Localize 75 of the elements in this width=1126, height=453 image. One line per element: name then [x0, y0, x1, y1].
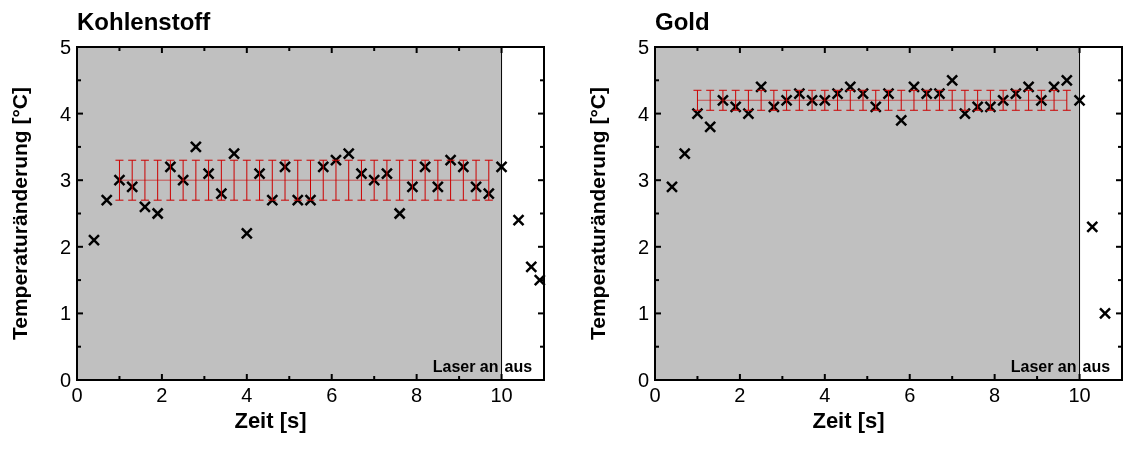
point: [227, 147, 241, 160]
chart-title: Gold: [655, 8, 710, 35]
x-tick-label: 4: [819, 384, 831, 406]
band-label: Laser an: [1010, 358, 1077, 375]
point: [703, 120, 717, 134]
point: [742, 107, 755, 120]
y-tick-label: 4: [637, 102, 649, 125]
point: [355, 167, 368, 180]
y-tick-label: 5: [637, 36, 649, 58]
y-tick-label: 0: [637, 369, 649, 391]
point: [138, 200, 152, 214]
point: [844, 80, 857, 94]
point: [1035, 94, 1048, 107]
point: [482, 187, 496, 200]
x-axis-title: Zeit [s]: [234, 408, 307, 433]
annotation: aus: [1082, 358, 1111, 375]
y-tick-label: 2: [59, 235, 71, 258]
y-tick-label: 4: [59, 102, 71, 125]
point: [894, 114, 908, 127]
annotation: aus: [504, 358, 533, 375]
x-tick-label: 8: [411, 384, 423, 406]
point: [525, 260, 538, 274]
point: [1022, 80, 1035, 94]
point: [240, 227, 254, 240]
point: [780, 94, 793, 107]
point: [495, 160, 508, 174]
point: [406, 180, 419, 194]
chart-title: Kohlenstoff: [77, 8, 212, 35]
x-tick-label: 2: [734, 384, 746, 406]
point: [316, 160, 330, 174]
y-axis-title: Temperaturänderung [°C]: [586, 86, 609, 341]
y-tick-label: 2: [637, 235, 649, 258]
x-axis-title: Zeit [s]: [812, 408, 885, 433]
point: [164, 160, 177, 174]
point: [945, 74, 959, 87]
point: [87, 233, 101, 247]
point: [151, 207, 164, 220]
point: [512, 213, 525, 227]
point: [533, 273, 546, 287]
y-tick-label: 5: [59, 36, 71, 58]
point: [665, 180, 679, 194]
y-tick-label: 1: [637, 302, 649, 325]
point: [113, 173, 126, 187]
point: [1086, 220, 1099, 234]
point: [367, 173, 381, 187]
point: [100, 193, 113, 207]
point: [457, 160, 470, 174]
y-tick-label: 1: [59, 302, 71, 325]
point: [215, 187, 228, 200]
point: [1098, 307, 1112, 320]
point: [266, 193, 279, 207]
y-tick-label: 3: [637, 169, 649, 192]
point: [1060, 74, 1074, 87]
point: [342, 147, 355, 160]
x-tick-label: 6: [326, 384, 338, 406]
y-axis-title: Temperaturänderung [°C]: [8, 86, 31, 341]
point: [202, 167, 215, 180]
point: [444, 153, 457, 167]
y-tick-label: 0: [59, 369, 71, 391]
x-tick-label: 10: [490, 384, 513, 406]
x-tick-label: 10: [1068, 384, 1091, 406]
point: [189, 140, 203, 154]
point: [958, 107, 972, 120]
x-tick-label: 8: [989, 384, 1001, 406]
point: [1073, 94, 1086, 107]
x-tick-label: 4: [241, 384, 253, 406]
point: [393, 207, 406, 220]
band-label: Laser an: [432, 358, 499, 375]
point: [125, 180, 139, 194]
x-tick-label: 6: [904, 384, 916, 406]
point: [691, 107, 704, 120]
x-tick-label: 2: [156, 384, 168, 406]
y-tick-label: 3: [59, 169, 71, 192]
point: [678, 147, 691, 160]
point: [253, 167, 266, 180]
